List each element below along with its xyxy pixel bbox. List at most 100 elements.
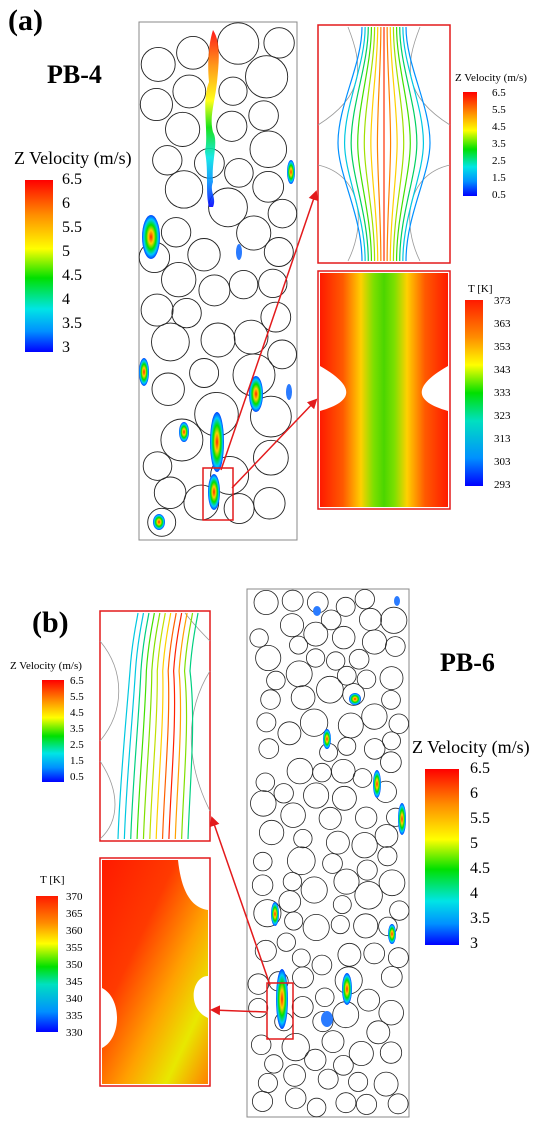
sphere xyxy=(153,476,187,510)
sphere xyxy=(303,782,330,809)
colorbar-tick: 1.5 xyxy=(70,755,84,767)
sphere xyxy=(373,1071,399,1097)
panel-a-main-colorbar-title: Z Velocity (m/s) xyxy=(14,148,132,168)
sphere xyxy=(258,738,280,759)
sphere xyxy=(161,261,197,298)
colorbar-tick: 6.5 xyxy=(62,171,82,188)
sphere xyxy=(356,1093,378,1115)
sphere xyxy=(317,1068,339,1090)
sphere xyxy=(330,915,350,935)
sphere xyxy=(351,832,378,859)
sphere xyxy=(172,74,207,109)
sphere xyxy=(381,966,403,988)
colorbar-tick: 5.5 xyxy=(492,104,506,116)
sphere xyxy=(171,297,202,329)
sphere xyxy=(249,628,269,648)
sphere xyxy=(253,851,273,872)
sphere xyxy=(287,846,316,876)
colorbar-tick: 355 xyxy=(66,942,83,954)
sphere xyxy=(267,198,298,229)
sphere xyxy=(250,790,277,817)
zoom-arrow xyxy=(210,1005,267,1016)
sphere xyxy=(331,625,356,650)
sphere xyxy=(198,274,231,307)
streamline xyxy=(168,612,183,840)
sphere xyxy=(320,609,342,631)
streamline xyxy=(389,26,398,262)
sphere xyxy=(312,1011,334,1033)
streamline xyxy=(181,612,194,840)
streamline xyxy=(174,612,188,840)
sphere xyxy=(260,689,281,710)
sphere xyxy=(306,1097,327,1118)
sphere xyxy=(321,1030,345,1054)
panel-b-inset-colorbar-title: Z Velocity (m/s) xyxy=(10,660,82,672)
hotspot xyxy=(321,1011,333,1027)
sphere xyxy=(348,648,370,670)
hotspot xyxy=(142,215,160,259)
sphere xyxy=(318,806,342,830)
hotspot xyxy=(208,474,220,510)
temperature-field xyxy=(320,273,448,507)
streamline xyxy=(363,26,376,262)
sphere xyxy=(224,158,254,188)
sphere-edge xyxy=(184,612,211,642)
sphere xyxy=(253,439,289,476)
zoom-arrow xyxy=(231,398,318,489)
streamline xyxy=(402,26,425,262)
sphere xyxy=(299,708,329,737)
sphere xyxy=(140,46,176,82)
streamline xyxy=(130,612,150,840)
hotspot xyxy=(139,358,149,386)
streamline xyxy=(149,612,166,840)
sphere xyxy=(260,301,292,333)
panel-a-zoom-box xyxy=(202,467,234,521)
sphere xyxy=(387,947,409,969)
sphere xyxy=(251,874,274,896)
streamline xyxy=(123,612,145,840)
sphere xyxy=(380,606,408,634)
sphere xyxy=(259,819,285,846)
colorbar-tick: 365 xyxy=(66,908,83,920)
sphere xyxy=(348,1040,374,1066)
sphere xyxy=(164,170,204,209)
panel-b-temperature-inset xyxy=(99,857,211,1087)
colorbar-tick: 5.5 xyxy=(70,691,84,703)
panel-a-temperature-colorbar-title: T [K] xyxy=(468,283,493,295)
sphere xyxy=(187,238,221,272)
colorbar-tick: 5.5 xyxy=(470,810,490,827)
sphere xyxy=(223,493,255,525)
hotspot xyxy=(249,376,263,412)
hotspot xyxy=(313,606,321,616)
colorbar-tick: 335 xyxy=(66,1010,83,1022)
sphere xyxy=(378,916,398,937)
colorbar-tick: 6.5 xyxy=(470,760,490,777)
sphere xyxy=(356,669,377,690)
panel-b-case-name: PB-6 xyxy=(440,648,495,677)
sphere xyxy=(355,806,378,829)
streamline xyxy=(376,26,382,262)
hotspot xyxy=(398,803,406,835)
panel-a-streamline-inset xyxy=(317,24,451,264)
velocity-contours xyxy=(271,596,406,1029)
sphere xyxy=(315,987,335,1008)
sphere xyxy=(381,690,401,710)
hotspot xyxy=(349,693,361,705)
sphere xyxy=(208,187,248,228)
sphere xyxy=(253,899,282,928)
sphere xyxy=(245,55,289,99)
sphere xyxy=(250,1034,272,1056)
sphere xyxy=(379,666,404,690)
sphere xyxy=(151,322,190,362)
sphere xyxy=(285,1087,307,1109)
sphere xyxy=(165,111,201,147)
sphere xyxy=(380,751,402,774)
sphere xyxy=(248,997,269,1018)
colorbar-tick: 3 xyxy=(62,339,70,356)
panel-a-inset-colorbar-title: Z Velocity (m/s) xyxy=(455,72,527,84)
sphere xyxy=(248,100,279,131)
sphere xyxy=(361,703,388,730)
sphere xyxy=(276,932,296,952)
streamline xyxy=(370,26,379,262)
